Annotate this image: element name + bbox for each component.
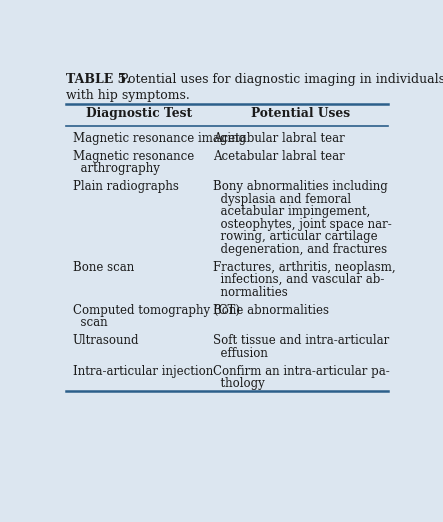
Text: thology: thology <box>213 377 265 390</box>
Text: scan: scan <box>73 316 107 329</box>
Text: Diagnostic Test: Diagnostic Test <box>86 107 193 120</box>
Text: Potential Uses: Potential Uses <box>251 107 350 120</box>
Text: Bone scan: Bone scan <box>73 261 134 274</box>
Text: Plain radiographs: Plain radiographs <box>73 181 179 194</box>
Text: effusion: effusion <box>213 347 268 360</box>
Text: dysplasia and femoral: dysplasia and femoral <box>213 193 351 206</box>
Text: Ultrasound: Ultrasound <box>73 335 139 347</box>
Text: infections, and vascular ab-: infections, and vascular ab- <box>213 273 385 286</box>
Text: Intra-articular injection: Intra-articular injection <box>73 365 213 378</box>
Text: arthrography: arthrography <box>73 162 159 175</box>
Text: Magnetic resonance: Magnetic resonance <box>73 150 194 163</box>
Text: Potential uses for diagnostic imaging in individuals: Potential uses for diagnostic imaging in… <box>112 73 443 86</box>
Text: TABLE 5.: TABLE 5. <box>66 73 130 86</box>
Text: normalities: normalities <box>213 286 288 299</box>
Text: Fractures, arthritis, neoplasm,: Fractures, arthritis, neoplasm, <box>213 261 396 274</box>
Text: Confirm an intra-articular pa-: Confirm an intra-articular pa- <box>213 365 390 378</box>
Text: Acetabular labral tear: Acetabular labral tear <box>213 150 345 163</box>
Text: acetabular impingement,: acetabular impingement, <box>213 205 370 218</box>
Text: degeneration, and fractures: degeneration, and fractures <box>213 243 388 256</box>
Text: Bony abnormalities including: Bony abnormalities including <box>213 181 388 194</box>
Text: Soft tissue and intra-articular: Soft tissue and intra-articular <box>213 335 389 347</box>
Text: Computed tomography (CT): Computed tomography (CT) <box>73 304 240 317</box>
Text: Bone abnormalities: Bone abnormalities <box>213 304 329 317</box>
Text: Acetabular labral tear: Acetabular labral tear <box>213 132 345 145</box>
Text: osteophytes, joint space nar-: osteophytes, joint space nar- <box>213 218 392 231</box>
Text: with hip symptoms.: with hip symptoms. <box>66 89 190 102</box>
Text: Magnetic resonance imaging: Magnetic resonance imaging <box>73 132 246 145</box>
Text: rowing, articular cartilage: rowing, articular cartilage <box>213 230 378 243</box>
